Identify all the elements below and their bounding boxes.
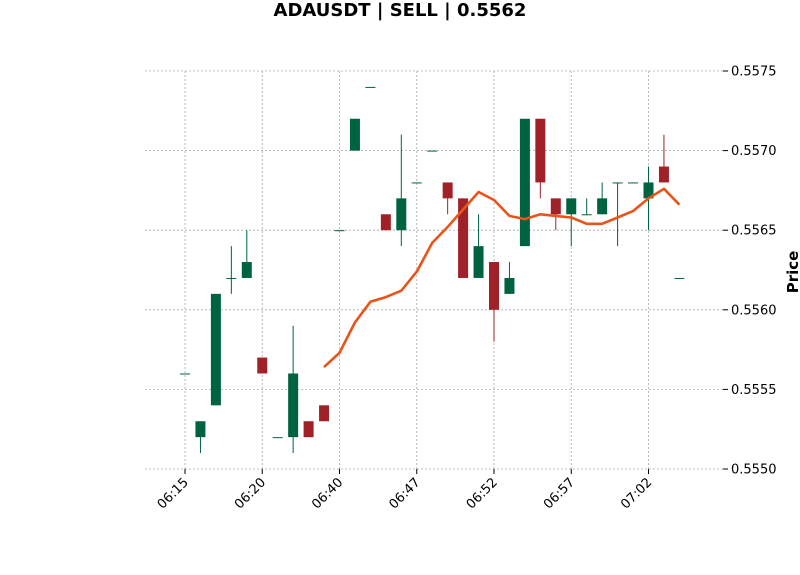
y-tick-label: 0.5555 [731, 383, 777, 398]
candle-down [319, 405, 330, 422]
candle-down [303, 421, 314, 438]
candle-up [566, 198, 577, 247]
candle-body [411, 182, 422, 184]
candle-body [442, 182, 453, 199]
candle-up [241, 230, 252, 278]
candle-body [597, 198, 608, 215]
candle-up [195, 421, 206, 454]
candle-body [519, 118, 530, 247]
candle-up [612, 182, 623, 247]
candle-body [612, 182, 623, 184]
candle-body [365, 86, 376, 88]
candle-body [180, 373, 190, 375]
x-tick-label: 07:02 [618, 475, 655, 512]
candle-up [272, 437, 283, 439]
candle-body [504, 277, 515, 294]
candle-up [473, 214, 484, 278]
candle-up [396, 134, 407, 247]
candle-layer [180, 86, 685, 454]
axis-layer: 0.5550 0.5555 0.5560 0.5565 0.5570 0.5575 06:1… [155, 65, 777, 513]
candle-up [226, 246, 237, 294]
candle-up [519, 118, 530, 247]
candle-body [226, 277, 237, 279]
candle-body [458, 198, 469, 278]
y-tick-label: 0.5565 [731, 224, 777, 239]
candle-up [334, 230, 345, 232]
candle-body [319, 405, 330, 422]
candle-down [380, 214, 391, 231]
candle-up [411, 182, 422, 184]
candle-down [658, 134, 669, 183]
x-tick-label: 06:52 [464, 475, 501, 512]
x-tick-label: 06:40 [309, 475, 346, 512]
candle-body [288, 373, 299, 438]
candle-up [674, 277, 685, 279]
candle-down [442, 182, 453, 215]
y-tick-label: 0.5575 [731, 65, 777, 80]
moving-average-layer [323, 187, 681, 369]
candle-down [257, 357, 268, 374]
candle-body [550, 198, 561, 215]
candle-up [365, 86, 376, 88]
candle-up [581, 198, 592, 216]
candle-down [550, 198, 561, 231]
y-axis-label: Price [784, 251, 800, 294]
x-tick-label: 06:15 [155, 475, 192, 512]
candle-body [489, 262, 499, 310]
candle-up [504, 262, 515, 294]
candle-body [241, 262, 252, 278]
y-tick-label: 0.5550 [731, 463, 777, 478]
y-tick-label: 0.5570 [731, 144, 777, 159]
candle-up [180, 373, 190, 375]
candle-body [427, 150, 438, 152]
candle-down [458, 198, 469, 278]
candle-up [288, 325, 299, 454]
candle-body [380, 214, 391, 231]
candle-up [349, 118, 360, 151]
candle-body [658, 166, 669, 183]
candle-body [349, 118, 360, 151]
candle-body [473, 246, 484, 278]
candle-body [643, 182, 654, 199]
candle-down [489, 262, 499, 342]
candle-body [674, 277, 685, 279]
candle-body [535, 118, 546, 183]
candle-down [535, 118, 546, 199]
candle-up [427, 150, 438, 152]
chart-title: ADAUSDT | SELL | 0.5562 [273, 0, 527, 21]
moving-average-line [323, 187, 681, 369]
candle-body [566, 198, 577, 215]
candle-body [396, 198, 407, 231]
x-tick-label: 06:20 [232, 475, 269, 512]
x-tick-label: 06:57 [541, 475, 578, 512]
candle-body [581, 214, 592, 216]
x-tick-label: 06:47 [386, 475, 423, 512]
candle-body [272, 437, 283, 439]
candle-body [210, 293, 221, 406]
candle-body [257, 357, 268, 374]
candle-up [628, 182, 639, 184]
candle-body [195, 421, 206, 438]
candle-up [597, 182, 608, 215]
candle-body [334, 230, 345, 232]
candle-body [628, 182, 639, 184]
candle-body [303, 421, 314, 438]
y-tick-label: 0.5560 [731, 303, 777, 318]
candle-up [210, 293, 221, 406]
